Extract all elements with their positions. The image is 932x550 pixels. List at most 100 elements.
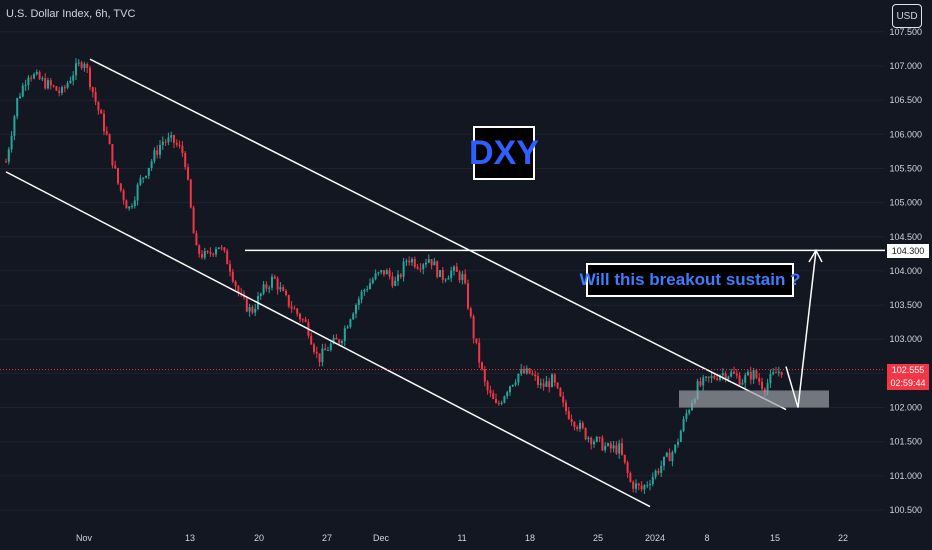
candle-body	[69, 80, 72, 84]
candle-body	[363, 289, 366, 292]
support-zone-box	[679, 390, 829, 408]
candle-body	[52, 85, 55, 87]
candle-body	[55, 86, 58, 91]
candle-body	[49, 80, 52, 86]
candle-body	[632, 481, 635, 489]
price-tick-label: 101.500	[889, 437, 922, 447]
time-tick-label: 27	[322, 533, 332, 543]
candle-body	[671, 452, 674, 462]
last-price-tag: 102.555 02:59:44	[887, 364, 929, 390]
candle-body	[492, 393, 495, 399]
candle-body	[262, 284, 265, 294]
candle-body	[590, 437, 593, 445]
candle-body	[167, 137, 170, 143]
currency-button[interactable]: USD	[892, 4, 922, 28]
candle-body	[16, 98, 19, 117]
candle-body	[77, 62, 80, 64]
candle-body	[114, 165, 117, 169]
candle-body	[472, 316, 475, 339]
candle-body	[601, 437, 604, 451]
candle-body	[394, 280, 397, 286]
candle-body	[419, 268, 422, 270]
candle-body	[559, 387, 562, 397]
candle-body	[206, 251, 209, 253]
candle-body	[349, 319, 352, 327]
candle-body	[58, 90, 61, 93]
candle-body	[343, 328, 346, 342]
candle-body	[89, 67, 91, 88]
candle-body	[436, 261, 439, 277]
candle-body	[651, 476, 654, 485]
candle-body	[184, 153, 187, 168]
channel-upper-line	[89, 58, 787, 411]
candle-body	[766, 383, 769, 393]
candle-body	[38, 72, 41, 80]
candle-body	[273, 276, 276, 279]
price-tick-label: 101.000	[889, 471, 922, 481]
bar-countdown: 02:59:44	[890, 378, 926, 388]
candle-body	[741, 382, 744, 385]
price-tick-label: 105.500	[889, 163, 922, 173]
candle-body	[489, 390, 492, 394]
candle-body	[621, 443, 623, 455]
candle-body	[276, 278, 279, 290]
candle-body	[528, 368, 531, 374]
candle-body	[91, 87, 94, 93]
candle-body	[481, 362, 483, 370]
candle-body	[710, 376, 713, 378]
candle-body	[360, 291, 363, 300]
candle-body	[609, 443, 612, 449]
candle-body	[730, 371, 733, 377]
candle-body	[688, 410, 691, 414]
candle-body	[503, 396, 506, 403]
price-tick-label: 106.500	[889, 95, 922, 105]
candle-body	[203, 251, 206, 258]
candle-body	[539, 383, 542, 385]
candle-body	[506, 392, 509, 397]
projection-path	[785, 250, 817, 408]
candle-body	[761, 381, 763, 389]
candle-body	[716, 378, 719, 380]
time-tick-label: 11	[457, 533, 466, 543]
candle-body	[282, 287, 285, 291]
candle-body	[724, 373, 727, 380]
candle-body	[733, 371, 735, 374]
candle-body	[198, 245, 201, 255]
candle-body	[500, 402, 503, 404]
candle-body	[576, 427, 579, 429]
candle-body	[707, 376, 710, 378]
candle-body	[623, 454, 626, 463]
candle-body	[660, 465, 663, 473]
candle-body	[685, 413, 688, 419]
candle-body	[21, 85, 24, 97]
candle-body	[72, 75, 75, 81]
candle-body	[615, 445, 618, 454]
candle-body	[702, 377, 705, 386]
candle-body	[234, 281, 237, 287]
candle-body	[570, 419, 573, 422]
price-tick-label: 104.500	[889, 232, 922, 242]
candle-body	[338, 339, 341, 344]
candle-body	[657, 470, 660, 473]
candle-body	[511, 384, 514, 387]
candle-body	[422, 264, 425, 270]
candle-body	[97, 101, 100, 111]
price-tick-label: 104.000	[889, 266, 922, 276]
candle-body	[271, 276, 273, 288]
candle-body	[94, 92, 97, 102]
candle-body	[450, 270, 453, 279]
candle-body	[329, 343, 332, 351]
candle-body	[573, 421, 576, 428]
candle-body	[80, 62, 83, 69]
time-tick-label: 15	[770, 533, 780, 543]
candle-body	[86, 63, 89, 68]
breakout-question-label: Will this breakout sustain ?	[580, 263, 800, 297]
candle-body	[117, 168, 119, 184]
price-tick-label: 107.500	[889, 27, 922, 37]
candle-body	[248, 307, 251, 312]
candle-body	[607, 443, 609, 446]
time-tick-label: 18	[525, 533, 535, 543]
candle-body	[212, 253, 215, 255]
candle-body	[383, 270, 385, 275]
